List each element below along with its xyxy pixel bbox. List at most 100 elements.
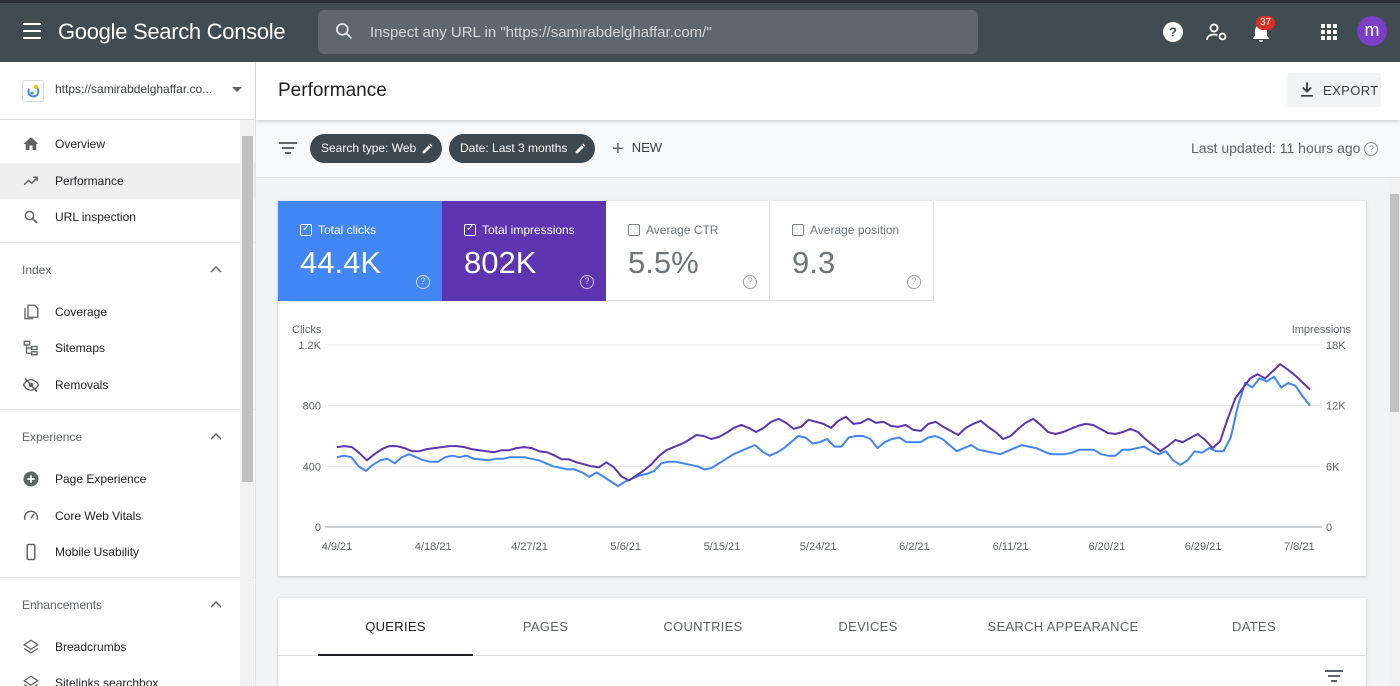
checkbox-unchecked[interactable] [628,224,640,236]
metric-total-impressions[interactable]: ✓ Total impressions 802K ? [442,201,606,301]
metric-average-position[interactable]: Average position 9.3 ? [770,201,934,301]
main-scrollbar[interactable] [1389,178,1400,686]
chevron-up-icon [210,265,222,273]
x-tick-label: 6/29/21 [1185,541,1222,553]
help-icon[interactable]: ? [1364,142,1379,156]
sidebar-item-label: Removals [55,377,109,392]
y-tick-label-left: 400 [303,461,321,473]
main-scrollbar-thumb[interactable] [1390,194,1399,412]
help-icon[interactable]: ? [743,275,757,289]
tab-devices[interactable]: DEVICES [838,619,898,634]
page-title: Performance [278,80,387,101]
sidebar-item-overview[interactable]: Overview [0,126,255,163]
tab-countries[interactable]: COUNTRIES [663,619,743,634]
sidebar-item-sitelinks-searchbox[interactable]: Sitelinks searchbox [0,665,255,686]
dimension-tabs-card: QUERIES PAGES COUNTRIES DEVICES SEARCH A… [278,598,1366,686]
plus-icon: + [612,138,624,160]
x-tick-label: 5/6/21 [610,541,641,553]
sidebar-item-sitemaps[interactable]: Sitemaps [0,330,255,367]
section-title: Index [22,262,52,277]
layers-icon [23,638,39,654]
speed-icon [23,509,39,520]
site-favicon [22,80,44,102]
sidebar-item-removals[interactable]: Removals [0,367,255,404]
sidebar-item-coverage[interactable]: Coverage [0,294,255,331]
sidebar-item-label: URL inspection [55,210,136,224]
home-icon [23,137,39,150]
manage-users-icon[interactable] [1205,20,1229,44]
metric-label: ✓ Total clicks [300,223,376,237]
sidebar-section-index[interactable]: Index [0,241,255,294]
checkbox-unchecked[interactable] [792,224,804,236]
metric-total-clicks[interactable]: ✓ Total clicks 44.4K ? [278,201,442,301]
tab-queries[interactable]: QUERIES [318,598,473,656]
sidebar-item-breadcrumbs[interactable]: Breadcrumbs [0,629,255,666]
tab-pages[interactable]: PAGES [522,619,569,634]
help-icon[interactable]: ? [416,275,430,289]
sidebar-scrollbar-thumb[interactable] [242,136,253,482]
sidebar-section-experience[interactable]: Experience [0,409,255,461]
metric-value: 44.4K [300,245,382,280]
edit-icon [422,143,433,154]
url-inspect-search [318,10,978,54]
tab-bar: QUERIES PAGES COUNTRIES DEVICES SEARCH A… [278,598,1366,656]
metric-average-ctr[interactable]: Average CTR 5.5% ? [606,201,770,301]
checkbox-checked[interactable]: ✓ [300,223,312,236]
sidebar-item-core-web-vitals[interactable]: Core Web Vitals [0,498,255,535]
metric-label-text: Average position [810,223,900,237]
chevron-up-icon [210,600,222,608]
x-tick-label: 4/18/21 [415,541,452,553]
sidebar: https://samirabdelghaffar.co... Overview… [0,62,256,686]
y-tick-label-left: 1.2K [298,340,321,352]
section-title: Experience [22,430,83,444]
series-line-clicks [336,375,1311,488]
search-type-chip[interactable]: Search type: Web [310,134,442,163]
sidebar-item-performance[interactable]: Performance [0,162,255,199]
section-title: Enhancements [22,597,103,612]
sidebar-item-url-inspection[interactable]: URL inspection [0,199,255,236]
y-tick-label-right: 18K [1326,340,1346,352]
sidebar-item-page-experience[interactable]: Page Experience [0,461,255,498]
help-icon[interactable]: ? [580,275,594,289]
top-bar: Google Search Console ? 37 m [0,0,1400,62]
export-button[interactable]: EXPORT [1287,73,1381,107]
checkbox-checked[interactable]: ✓ [464,223,476,236]
chip-label: Date: Last 3 months [460,141,568,155]
svg-text:?: ? [1169,25,1177,40]
table-filter-icon[interactable] [1324,668,1344,684]
visibility-off-icon [22,377,40,392]
apps-icon[interactable] [1317,20,1341,44]
date-range-chip[interactable]: Date: Last 3 months [449,134,595,163]
y-tick-label-right: 12K [1326,401,1346,413]
app-logo[interactable]: Google Search Console [58,19,286,44]
filter-icon[interactable] [278,140,298,156]
new-filter-button[interactable]: + NEW [612,138,662,161]
sidebar-item-mobile-usability[interactable]: Mobile Usability [0,534,255,571]
search-icon[interactable] [334,21,354,41]
search-input[interactable] [370,10,960,54]
right-axis-label: Impressions [1292,324,1352,336]
metric-label: Average position [792,223,899,237]
sidebar-item-label: Sitemaps [55,341,106,355]
sidebar-section-enhancements[interactable]: Enhancements [0,576,255,629]
help-icon[interactable]: ? [1161,20,1185,44]
help-icon[interactable]: ? [907,275,921,289]
tab-dates[interactable]: DATES [1232,619,1276,634]
menu-icon[interactable] [20,23,44,41]
tab-search-appearance[interactable]: SEARCH APPEARANCE [987,619,1139,634]
series-line-impressions [336,363,1311,482]
last-updated: Last updated: 11 hours ago? [1191,140,1379,156]
property-url: https://samirabdelghaffar.co... [55,82,213,96]
metric-label-text: Total clicks [318,223,377,237]
y-tick-label-right: 6K [1326,461,1340,473]
x-tick-label: 7/8/21 [1284,541,1315,553]
filter-bar: Search type: Web Date: Last 3 months + NE… [256,120,1400,178]
export-label: EXPORT [1323,83,1379,98]
avatar[interactable]: m [1357,16,1387,46]
chip-label: Search type: Web [321,141,417,155]
phone-icon [26,543,36,561]
notification-count-badge: 37 [1256,16,1276,30]
property-selector[interactable]: https://samirabdelghaffar.co... [0,62,255,120]
sidebar-item-label: Overview [55,137,106,151]
x-tick-label: 6/2/21 [899,541,930,553]
